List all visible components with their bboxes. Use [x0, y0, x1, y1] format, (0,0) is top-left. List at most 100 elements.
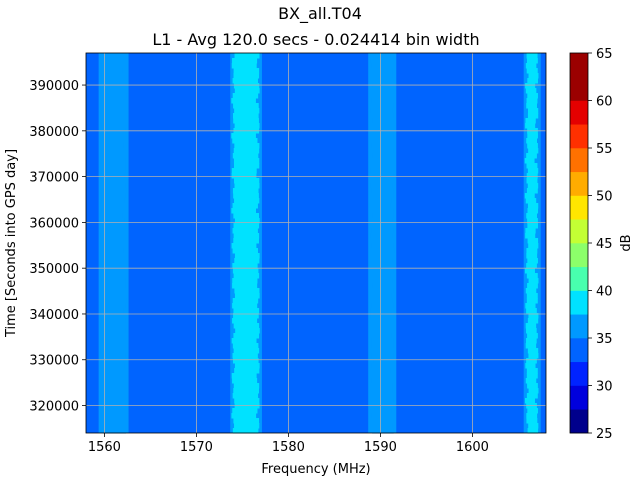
- signal-band-slice: [231, 168, 257, 174]
- y-tick-label: 330000: [29, 354, 79, 369]
- x-axis-label: Frequency (MHz): [261, 462, 370, 477]
- colorbar: 25 30 35 40 45 50 55 60 65: [569, 47, 613, 442]
- signal-band-slice: [371, 63, 394, 69]
- signal-band-slice: [527, 408, 538, 414]
- signal-band-slice: [526, 213, 537, 219]
- colorbar-segment: [570, 338, 588, 363]
- colorbar-segment: [570, 219, 588, 244]
- signal-band-slice: [370, 293, 392, 299]
- signal-band-slice: [371, 133, 394, 139]
- signal-band-slice: [233, 103, 259, 109]
- signal-band-slice: [232, 283, 258, 289]
- signal-band-slice: [373, 358, 395, 364]
- signal-band-slice: [524, 158, 535, 164]
- signal-band-slice: [233, 273, 260, 279]
- signal-band-0: [98, 53, 129, 434]
- signal-band-slice: [524, 193, 535, 199]
- chart-title: BX_all.T04: [278, 4, 362, 24]
- signal-band-slice: [372, 318, 394, 324]
- signal-band-slice: [371, 378, 394, 384]
- signal-band-3: [523, 53, 541, 434]
- signal-band-slice: [101, 218, 125, 224]
- signal-band-slice: [231, 243, 257, 249]
- signal-band-slice: [527, 168, 539, 174]
- signal-band-slice: [100, 173, 125, 179]
- signal-band-slice: [370, 313, 392, 319]
- signal-band-slice: [526, 103, 537, 109]
- signal-band-slice: [372, 153, 394, 159]
- signal-band-slice: [102, 118, 126, 124]
- chart-subtitle: L1 - Avg 120.0 secs - 0.024414 bin width: [152, 30, 479, 49]
- colorbar-tick-label: 30: [596, 380, 613, 395]
- signal-band-slice: [232, 263, 258, 269]
- colorbar-segment: [570, 171, 588, 196]
- signal-band-slice: [234, 143, 260, 149]
- signal-band-slice: [528, 243, 539, 249]
- signal-band-slice: [525, 343, 537, 349]
- signal-band-slice: [232, 408, 258, 414]
- signal-band-slice: [100, 323, 125, 329]
- signal-band-slice: [233, 223, 260, 229]
- signal-band-slice: [231, 63, 257, 69]
- signal-band-slice: [372, 213, 394, 219]
- signal-band-slice: [101, 363, 125, 369]
- signal-band-slice: [101, 208, 126, 214]
- signal-band-slice: [101, 98, 126, 104]
- colorbar-tick-label: 60: [596, 95, 613, 110]
- signal-band-slice: [527, 183, 539, 189]
- signal-band-slice: [372, 78, 394, 84]
- signal-band-slice: [232, 318, 258, 324]
- signal-band-slice: [101, 268, 125, 274]
- signal-band-slice: [526, 178, 538, 184]
- signal-band-slice: [370, 223, 393, 229]
- signal-band-slice: [370, 383, 393, 389]
- x-tick-label: 1560: [88, 440, 121, 455]
- signal-band-slice: [234, 198, 260, 204]
- colorbar-tick-label: 40: [596, 285, 613, 300]
- signal-band-slice: [233, 163, 260, 169]
- signal-band-slice: [232, 93, 259, 99]
- signal-band-slice: [233, 83, 260, 89]
- signal-band-slice: [527, 113, 539, 119]
- signal-band-slice: [101, 163, 126, 169]
- signal-band-slice: [233, 388, 259, 394]
- signal-band-slice: [527, 238, 539, 244]
- signal-band-slice: [233, 333, 260, 339]
- signal-band-2: [368, 53, 397, 434]
- signal-band-slice: [101, 198, 125, 204]
- signal-band-slice: [234, 53, 260, 59]
- y-tick-label: 320000: [29, 400, 79, 415]
- signal-band-slice: [524, 398, 535, 404]
- signal-band-slice: [526, 263, 537, 269]
- signal-band-slice: [232, 378, 258, 384]
- colorbar-segment: [570, 361, 588, 386]
- signal-band-slice: [527, 218, 538, 224]
- signal-band-slice: [232, 203, 258, 209]
- signal-band-slice: [102, 133, 126, 139]
- signal-band-slice: [102, 153, 127, 159]
- y-tick-label: 380000: [29, 125, 79, 140]
- signal-band-slice: [370, 68, 393, 74]
- signal-band-slice: [232, 138, 258, 144]
- signal-band-slice: [525, 198, 537, 204]
- signal-band-slice: [527, 258, 538, 264]
- signal-band-slice: [525, 83, 536, 89]
- signal-band-slice: [371, 413, 394, 419]
- signal-band-slice: [371, 253, 394, 259]
- signal-band-slice: [525, 303, 536, 309]
- signal-band-slice: [371, 178, 394, 184]
- signal-band-slice: [371, 363, 394, 369]
- signal-band-slice: [101, 83, 126, 89]
- signal-band-slice: [527, 333, 538, 339]
- signal-band-slice: [527, 383, 538, 389]
- signal-band-slice: [372, 173, 394, 179]
- signal-band-slice: [525, 323, 537, 329]
- signal-band-slice: [101, 63, 125, 69]
- signal-band-slice: [103, 333, 127, 339]
- signal-band-slice: [526, 98, 538, 104]
- signal-band-slice: [234, 183, 260, 189]
- signal-band-slice: [101, 313, 126, 319]
- x-tick-label: 1590: [364, 440, 397, 455]
- signal-band-slice: [371, 268, 394, 274]
